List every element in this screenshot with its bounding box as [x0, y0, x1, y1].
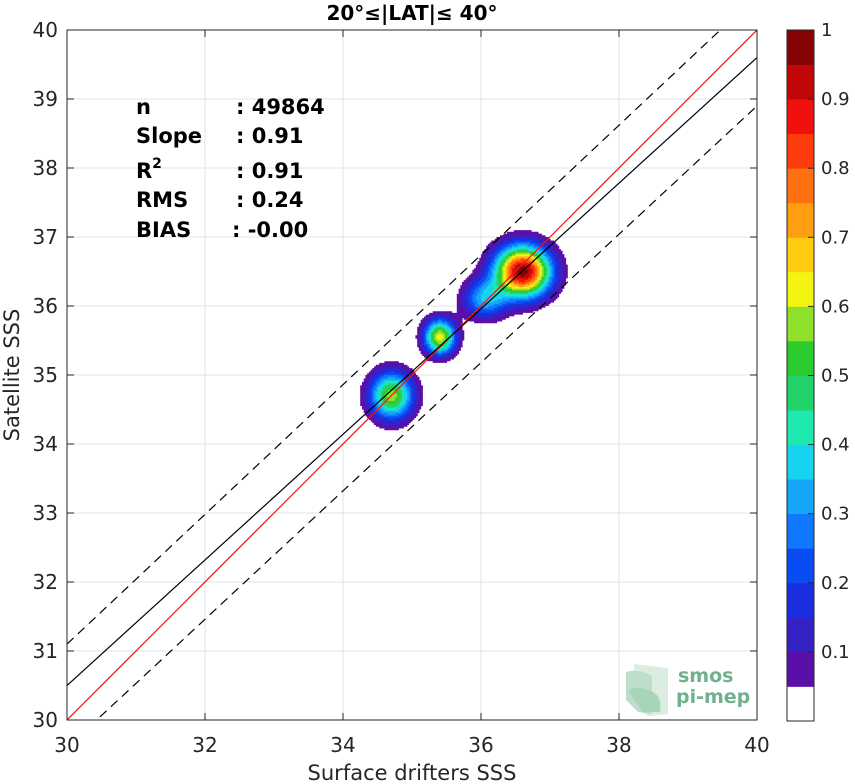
stat-label: n — [136, 95, 151, 119]
colorbar-segment — [787, 30, 814, 65]
stat-value: : 49864 — [236, 95, 325, 119]
x-tick-label: 40 — [744, 733, 769, 757]
colorbar-segment — [787, 410, 814, 445]
colorbar-segment — [787, 479, 814, 515]
stat-label: RMS — [136, 188, 188, 212]
y-tick-label: 38 — [33, 156, 58, 180]
colorbar-tick-label: 0.5 — [821, 366, 850, 387]
y-tick-label: 34 — [33, 432, 58, 456]
colorbar-segment — [787, 582, 814, 618]
x-tick-label: 30 — [54, 733, 79, 757]
y-tick-label: 31 — [33, 639, 58, 663]
stat-label: BIAS — [136, 218, 191, 242]
reference-lines — [67, 30, 757, 720]
colorbar-segment — [787, 237, 814, 273]
colorbar-tick-label: 1 — [821, 20, 832, 41]
y-tick-label: 40 — [33, 18, 58, 42]
logo-text-pi-mep: pi-mep — [676, 686, 750, 708]
colorbar-segment — [787, 513, 814, 549]
x-tick-label: 34 — [330, 733, 355, 757]
colorbar-segment — [787, 202, 814, 238]
stat-value: : 0.91 — [236, 159, 304, 183]
upper-bound-line — [67, 30, 722, 645]
colorbar-segment — [787, 133, 814, 169]
colorbar-segment — [787, 686, 814, 722]
y-tick-label: 36 — [33, 294, 58, 318]
y-axis-label: Satellite SSS — [0, 309, 24, 442]
x-tick-label: 36 — [468, 733, 493, 757]
y-tick-label: 30 — [33, 708, 58, 732]
lower-bound-line — [95, 105, 757, 720]
colorbar-segment — [787, 271, 814, 307]
colorbar-segment — [787, 168, 814, 204]
x-tick-label: 32 — [192, 733, 217, 757]
colorbar-tick-label: 0.3 — [821, 504, 850, 525]
y-tick-label: 39 — [33, 87, 58, 111]
logo-text-smos: smos — [678, 665, 733, 687]
logo-graphic-icon — [626, 664, 668, 716]
y-tick-label: 33 — [33, 501, 58, 525]
colorbar-tick-label: 0.8 — [821, 158, 850, 179]
stat-label-superscript: 2 — [152, 156, 162, 172]
colorbar-segment — [787, 651, 814, 687]
colorbar-segment — [787, 617, 814, 653]
colorbar-tick-label: 0.9 — [821, 89, 850, 110]
x-axis-label: Surface drifters SSS — [308, 761, 517, 784]
regression-line — [67, 57, 757, 686]
one-to-one-line — [67, 30, 757, 720]
x-axis-ticks: 30 32 34 36 38 40 — [54, 30, 770, 757]
y-tick-label: 32 — [33, 570, 58, 594]
colorbar-segment — [787, 375, 814, 411]
stat-label: Slope — [136, 124, 202, 148]
colorbar-segment — [787, 444, 814, 480]
colorbar-tick-label: 0.6 — [821, 296, 850, 317]
colorbar-segment — [787, 99, 814, 135]
colorbar-tick-label: 0.7 — [821, 227, 850, 248]
x-tick-label: 38 — [606, 733, 631, 757]
grid-lines — [66, 29, 758, 721]
smos-pi-mep-logo: smos pi-mep — [626, 664, 750, 716]
colorbar-tick-label: 0.2 — [821, 573, 850, 594]
y-axis-ticks: 30 31 32 33 34 35 36 37 38 39 40 — [33, 18, 757, 732]
colorbar-segment — [787, 548, 814, 584]
density-contours — [360, 230, 568, 431]
colorbar-segment — [787, 340, 814, 376]
colorbar: 0.1 0.2 0.3 0.4 0.5 0.6 0.7 0.8 0.9 1 — [786, 20, 850, 722]
chart-title: 20°≤|LAT|≤ 40° — [326, 1, 497, 25]
y-tick-label: 37 — [33, 225, 58, 249]
y-tick-label: 35 — [33, 363, 58, 387]
stat-value: : 0.91 — [236, 124, 304, 148]
colorbar-segment — [787, 64, 814, 100]
colorbar-tick-label: 0.1 — [821, 642, 850, 663]
colorbar-segment — [787, 306, 814, 342]
stat-value: : 0.24 — [236, 188, 304, 212]
stat-value: : -0.00 — [232, 218, 308, 242]
colorbar-tick-label: 0.4 — [821, 435, 850, 456]
